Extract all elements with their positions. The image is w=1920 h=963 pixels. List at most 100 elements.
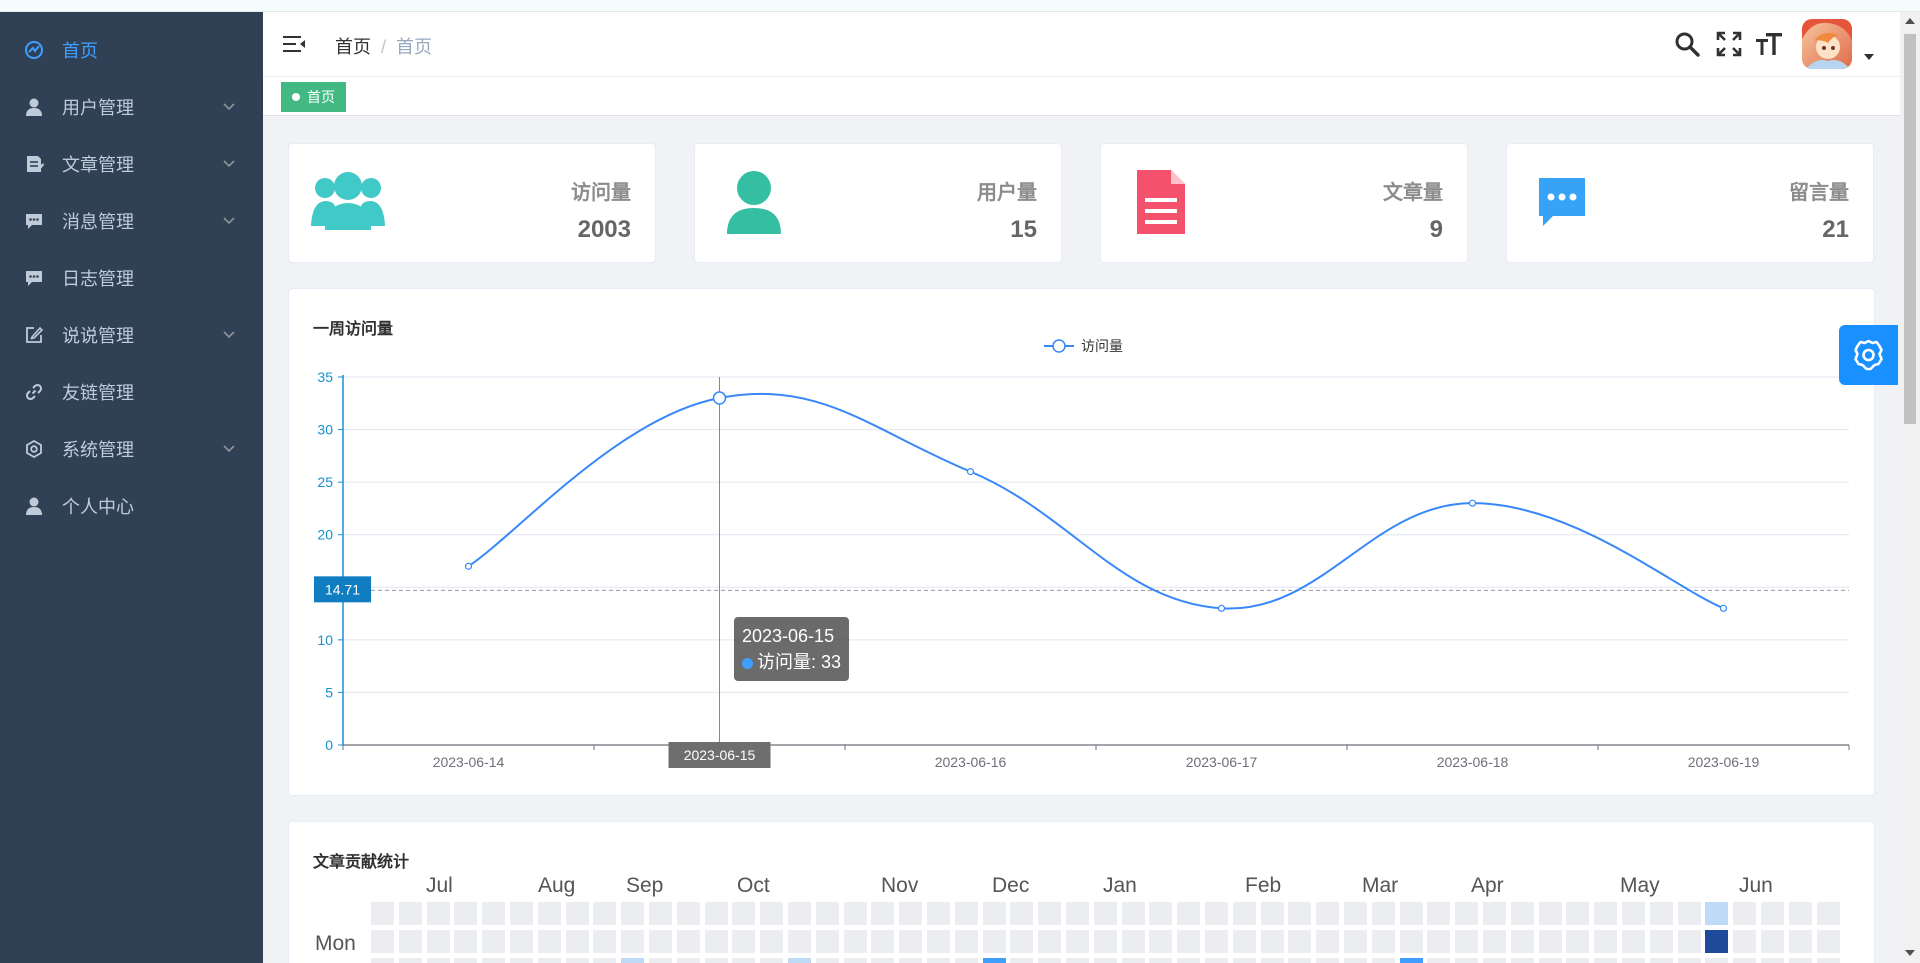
heatmap-cell[interactable]: [1455, 930, 1479, 953]
heatmap-cell[interactable]: [398, 930, 422, 953]
heatmap-cell[interactable]: [1260, 930, 1284, 953]
heatmap-cell[interactable]: [704, 930, 728, 953]
stat-card-messages[interactable]: 留言量 21: [1506, 143, 1874, 263]
heatmap-cell[interactable]: [1149, 930, 1173, 953]
heatmap-cell[interactable]: [426, 902, 450, 925]
heatmap-cell[interactable]: [1761, 958, 1784, 963]
heatmap-cell[interactable]: [1510, 930, 1534, 953]
heatmap-cell[interactable]: [1649, 930, 1673, 953]
stat-card-visits[interactable]: 访问量 2003: [288, 143, 656, 263]
page-scrollbar[interactable]: [1900, 12, 1920, 963]
heatmap-cell[interactable]: [1121, 930, 1145, 953]
heatmap-cell[interactable]: [1316, 902, 1340, 925]
heatmap-cell[interactable]: [1260, 902, 1284, 925]
heatmap-cell[interactable]: [1566, 958, 1590, 963]
heatmap-cell[interactable]: [1566, 930, 1590, 953]
heatmap-cell[interactable]: [760, 902, 784, 925]
heatmap-cell[interactable]: [1232, 902, 1256, 925]
caret-down-icon[interactable]: [1864, 54, 1874, 60]
sidebar-item-3[interactable]: 消息管理: [0, 186, 263, 256]
heatmap-cell[interactable]: [927, 958, 950, 963]
heatmap-cell[interactable]: [1010, 902, 1034, 925]
heatmap-cell[interactable]: [1649, 902, 1673, 925]
heatmap-cell[interactable]: [927, 902, 950, 925]
scroll-down-arrow-icon[interactable]: [1905, 949, 1915, 957]
heatmap-cell[interactable]: [371, 930, 394, 953]
heatmap-cell[interactable]: [510, 930, 533, 953]
heatmap-cell[interactable]: [704, 902, 728, 925]
heatmap-cell[interactable]: [398, 958, 422, 963]
heatmap-cell[interactable]: [1705, 930, 1729, 953]
heatmap-cell[interactable]: [1510, 902, 1534, 925]
heatmap-cell[interactable]: [1121, 958, 1145, 963]
heatmap-cell[interactable]: [1371, 958, 1395, 963]
heatmap-cell[interactable]: [1816, 930, 1840, 953]
heatmap-cell[interactable]: [1010, 958, 1034, 963]
heatmap-cell[interactable]: [1455, 902, 1479, 925]
heatmap-cell[interactable]: [1066, 902, 1089, 925]
heatmap-cell[interactable]: [1316, 958, 1340, 963]
heatmap-cell[interactable]: [510, 958, 533, 963]
heatmap-cell[interactable]: [565, 958, 589, 963]
heatmap-cell[interactable]: [760, 958, 784, 963]
heatmap-cell[interactable]: [565, 902, 589, 925]
data-point[interactable]: [966, 468, 975, 476]
heatmap-cell[interactable]: [1538, 902, 1562, 925]
heatmap-cell[interactable]: [1483, 958, 1506, 963]
heatmap-cell[interactable]: [1177, 958, 1201, 963]
heatmap-cell[interactable]: [1205, 902, 1228, 925]
heatmap-cell[interactable]: [1761, 930, 1784, 953]
heatmap-cell[interactable]: [1149, 902, 1173, 925]
heatmap-cell[interactable]: [649, 958, 672, 963]
sidebar-item-6[interactable]: 友链管理: [0, 357, 263, 427]
heatmap-cell[interactable]: [704, 958, 728, 963]
heatmap-cell[interactable]: [537, 958, 561, 963]
heatmap-cell[interactable]: [1677, 930, 1701, 953]
sidebar-item-1[interactable]: 用户管理: [0, 72, 263, 142]
heatmap-cell[interactable]: [1038, 902, 1062, 925]
font-size-icon[interactable]: [1755, 30, 1783, 58]
heatmap-cell[interactable]: [482, 958, 506, 963]
heatmap-cell[interactable]: [676, 958, 700, 963]
heatmap-cell[interactable]: [621, 902, 645, 925]
legend-marker[interactable]: [1052, 339, 1066, 353]
data-point[interactable]: [1719, 604, 1728, 612]
heatmap-cell[interactable]: [1427, 930, 1451, 953]
heatmap-cell[interactable]: [899, 930, 923, 953]
visits-line-chart[interactable]: 051015202530352023-06-142023-06-152023-0…: [289, 289, 1876, 797]
heatmap-cell[interactable]: [676, 930, 700, 953]
data-point[interactable]: [1217, 604, 1226, 612]
heatmap-cell[interactable]: [1816, 958, 1840, 963]
heatmap-cell[interactable]: [1288, 902, 1312, 925]
sidebar-item-7[interactable]: 系统管理: [0, 414, 263, 484]
heatmap-cell[interactable]: [1427, 902, 1451, 925]
heatmap-cell[interactable]: [1177, 902, 1201, 925]
heatmap-cell[interactable]: [1371, 902, 1395, 925]
heatmap-cell[interactable]: [1093, 902, 1117, 925]
heatmap-cell[interactable]: [1761, 902, 1784, 925]
heatmap-cell[interactable]: [1733, 902, 1757, 925]
heatmap-cell[interactable]: [565, 930, 589, 953]
heatmap-cell[interactable]: [982, 958, 1006, 963]
heatmap-cell[interactable]: [537, 930, 561, 953]
sidebar-item-4[interactable]: 日志管理: [0, 243, 263, 313]
heatmap-cell[interactable]: [899, 902, 923, 925]
heatmap-cell[interactable]: [1288, 930, 1312, 953]
sidebar-item-0[interactable]: 首页: [0, 15, 263, 85]
heatmap-cell[interactable]: [1677, 958, 1701, 963]
heatmap-cell[interactable]: [1538, 930, 1562, 953]
heatmap-cell[interactable]: [1538, 958, 1562, 963]
heatmap-cell[interactable]: [1427, 958, 1451, 963]
avatar[interactable]: [1802, 19, 1852, 69]
heatmap-cell[interactable]: [732, 930, 756, 953]
heatmap-cell[interactable]: [1594, 958, 1618, 963]
heatmap-cell[interactable]: [1344, 958, 1367, 963]
heatmap-cell[interactable]: [593, 958, 617, 963]
heatmap-cell[interactable]: [815, 958, 839, 963]
heatmap-cell[interactable]: [510, 902, 533, 925]
data-point[interactable]: [464, 562, 473, 570]
heatmap-cell[interactable]: [1316, 930, 1340, 953]
data-point[interactable]: [712, 391, 727, 405]
heatmap-cell[interactable]: [454, 958, 478, 963]
heatmap-cell[interactable]: [1344, 902, 1367, 925]
